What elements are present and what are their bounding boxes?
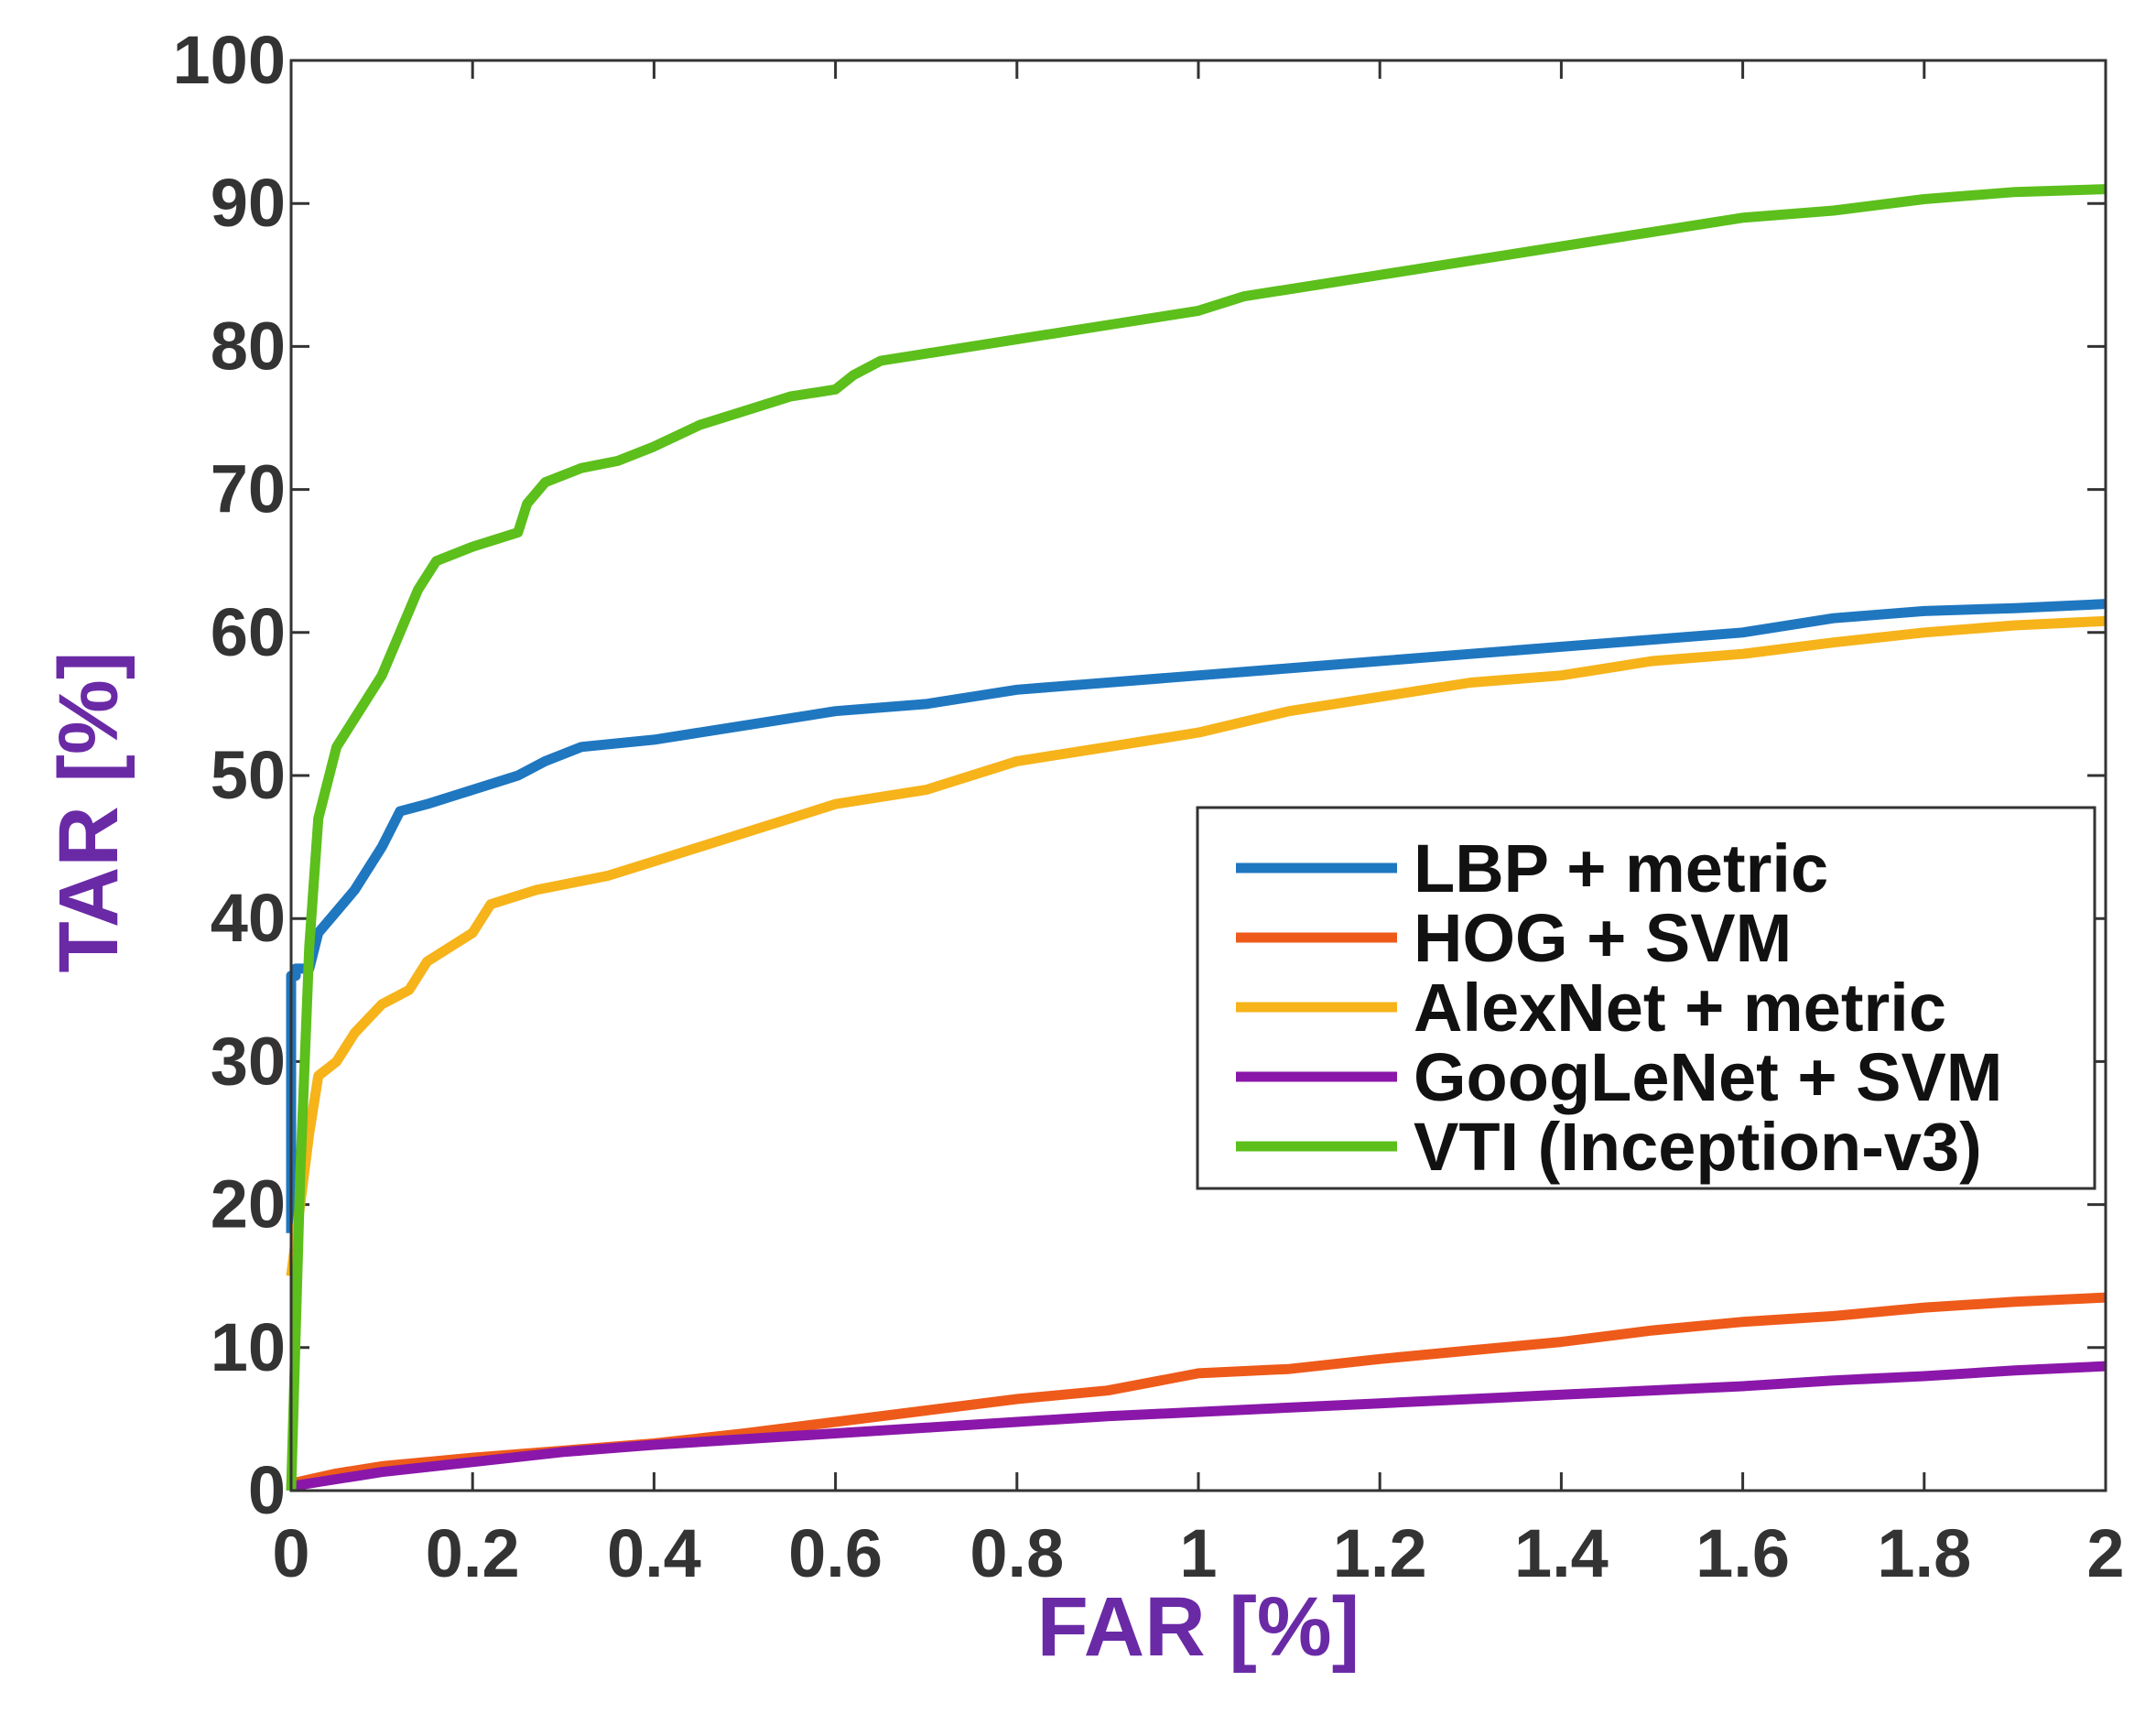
- x-tick-label: 0: [272, 1515, 309, 1591]
- plot-frame: [289, 59, 2107, 1492]
- y-tick-label: 20: [211, 1166, 286, 1242]
- y-tick-label: 50: [211, 737, 286, 813]
- x-tick-label: 0.4: [607, 1515, 701, 1591]
- legend-label-googlenet-svm: GoogLeNet + SVM: [1414, 1039, 2002, 1115]
- y-axis-ticks: [291, 59, 2106, 1492]
- legend-label-vti-inception-v3: VTI (Inception-v3): [1414, 1109, 1982, 1185]
- y-tick-label: 30: [211, 1023, 286, 1099]
- x-tick-label: 2: [2086, 1515, 2124, 1591]
- y-tick-label: 70: [211, 451, 286, 527]
- series-lines: [286, 184, 2107, 1492]
- y-tick-label: 100: [173, 22, 286, 98]
- legend-label-alexnet-metric: AlexNet + metric: [1414, 970, 1946, 1046]
- y-axis-title: TAR [%]: [42, 652, 135, 973]
- y-tick-label: 10: [211, 1309, 286, 1385]
- series-line-lbp-metric: [286, 599, 2107, 1233]
- x-tick-label: 1.2: [1333, 1515, 1427, 1591]
- x-tick-label: 1.6: [1696, 1515, 1790, 1591]
- x-tick-label: 0.8: [970, 1515, 1064, 1591]
- x-tick-label: 1.4: [1514, 1515, 1609, 1591]
- x-tick-label: 0.2: [426, 1515, 520, 1591]
- y-axis-tick-labels: 0 10 20 30 40 50 60 70 80 90 100: [173, 22, 286, 1528]
- x-axis-tick-labels: 0 0.2 0.4 0.6 0.8 1 1.2 1.4 1.6 1.8 2: [272, 1515, 2124, 1591]
- legend-label-lbp-metric: LBP + metric: [1414, 830, 1828, 906]
- x-tick-label: 1: [1179, 1515, 1217, 1591]
- series-line-vti-inception-v3: [286, 184, 2107, 1492]
- y-tick-label: 40: [211, 880, 286, 956]
- legend-label-hog-svm: HOG + SVM: [1414, 900, 1792, 976]
- x-axis-title: FAR [%]: [1037, 1580, 1360, 1674]
- y-tick-label: 60: [211, 594, 286, 670]
- y-tick-label: 90: [211, 165, 286, 241]
- series-line-alexnet-metric: [286, 615, 2107, 1277]
- series-line-googlenet-svm: [290, 1361, 2107, 1492]
- y-tick-label: 80: [211, 308, 286, 384]
- x-tick-label: 1.8: [1877, 1515, 1971, 1591]
- x-axis-ticks: [289, 60, 2107, 1491]
- x-tick-label: 0.6: [788, 1515, 883, 1591]
- y-tick-label: 0: [248, 1452, 286, 1528]
